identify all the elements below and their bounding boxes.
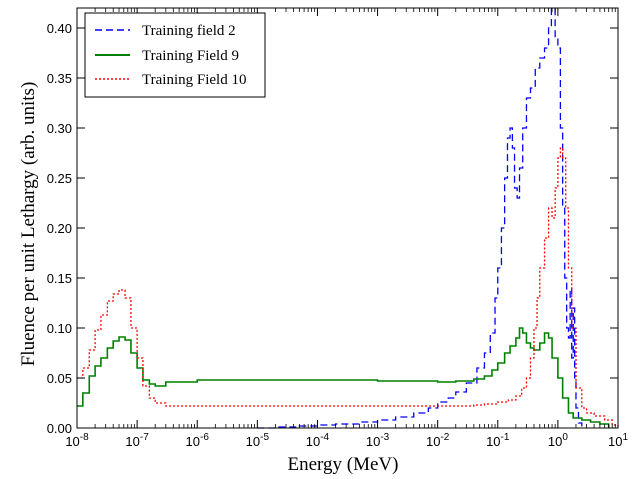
series-line-2 [77, 327, 610, 428]
y-tick-label: 0.05 [47, 371, 72, 386]
plot-frame [76, 7, 619, 429]
y-tick-label: 0.30 [47, 121, 72, 136]
x-tick-label: 10-5 [246, 432, 270, 449]
x-tick-label: 10-4 [306, 432, 330, 449]
y-tick-label: 0.20 [47, 221, 72, 236]
y-tick-label: 0.35 [47, 71, 72, 86]
x-tick-label: 10-8 [65, 432, 89, 449]
x-tick-label: 10-2 [426, 432, 450, 449]
series-layer [77, 7, 619, 429]
legend-label-field-2: Training field 2 [142, 23, 236, 39]
series-line-1 [257, 7, 583, 429]
y-tick-label: 0.00 [47, 421, 72, 436]
legend: Training field 2 Training Field 9 Traini… [84, 12, 266, 98]
x-axis-title: Energy (MeV) [288, 454, 399, 475]
x-tick-label: 100 [548, 432, 568, 449]
y-tick-label: 0.10 [47, 321, 72, 336]
x-tick-label: 101 [608, 432, 628, 449]
y-tick-label: 0.40 [47, 21, 72, 36]
x-tick-label: 10-3 [366, 432, 390, 449]
series-line-3 [77, 147, 619, 428]
x-tick-label: 10-6 [186, 432, 210, 449]
legend-label-field-10: Training Field 10 [142, 72, 246, 88]
y-tick-label: 0.15 [47, 271, 72, 286]
x-tick-label: 10-7 [125, 432, 149, 449]
legend-label-field-9: Training Field 9 [142, 48, 239, 64]
y-tick-label: 0.25 [47, 171, 72, 186]
y-axis-title-group: Fluence per unit Lethargy (arb. units) [18, 82, 39, 367]
x-tick-label: 10-1 [486, 432, 510, 449]
y-axis-title: Fluence per unit Lethargy (arb. units) [18, 82, 39, 367]
ticks-layer: 10-8 10-7 10-6 10-5 10-4 10-3 10-2 10-1 100 101 0.… [47, 8, 628, 449]
